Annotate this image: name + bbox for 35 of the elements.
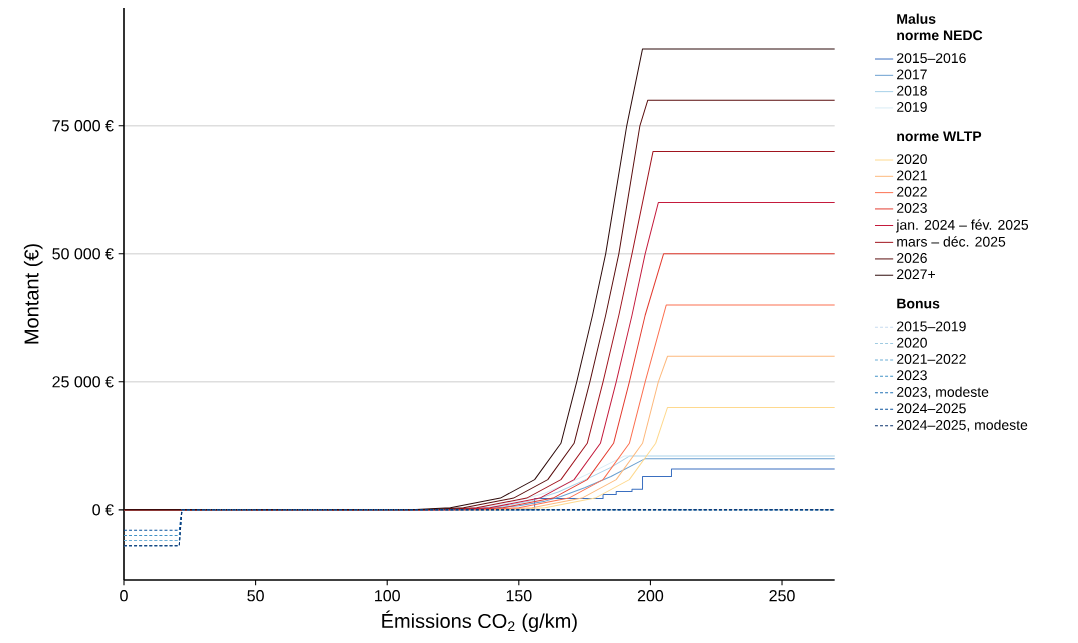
legend-label: jan. 2024 – fév. 2025: [896, 219, 1029, 233]
text: norme WLTP: [897, 131, 982, 142]
y-tick-label: 75 000 €: [52, 120, 114, 132]
x-tick-label: 200: [637, 590, 664, 602]
legend-label: 2021–2022: [897, 354, 966, 364]
legend-label: 2027+: [897, 269, 935, 280]
legend-label: 2022: [897, 186, 927, 197]
x-tick-label: 100: [375, 590, 400, 602]
legend-label: 2024–2025: [897, 403, 966, 414]
legend-label: 2021: [897, 170, 927, 181]
y-tick-label: 0 €: [92, 504, 114, 516]
legend-label: mars – déc. 2025: [897, 236, 1006, 247]
x-tick-label: 150: [506, 590, 532, 602]
legend-label: 2026: [897, 253, 927, 263]
legend-label: 2023: [897, 370, 927, 381]
y-tick-label: 50 000 €: [52, 248, 114, 260]
legend-label: 2019: [897, 102, 927, 112]
legend-label: 2017: [897, 69, 927, 80]
x-tick-label: 0: [120, 590, 128, 602]
legend-label: 2015–2019: [897, 321, 966, 332]
y-axis-title: Montant (€): [23, 244, 43, 344]
x-tick-label: 50: [247, 590, 264, 602]
x-axis-title: Émissions CO$_{2}$ (g/km): [382, 610, 577, 633]
x-tick-label: 250: [769, 590, 795, 602]
text: norme NEDC: [897, 30, 983, 41]
legend-label: 2020: [897, 154, 927, 165]
legend-label: 2023: [897, 203, 927, 213]
legend-label: 2018: [897, 85, 927, 96]
text: Bonus: [897, 298, 940, 309]
legend-label: 2024–2025, modeste: [897, 419, 1028, 432]
legend-title: Malus: [897, 13, 936, 24]
y-tick-label: 25 000 €: [52, 376, 114, 388]
legend-label: 2020: [897, 337, 927, 348]
legend-label: 2023, modeste: [897, 386, 989, 399]
legend-label: 2015–2016: [897, 53, 966, 64]
